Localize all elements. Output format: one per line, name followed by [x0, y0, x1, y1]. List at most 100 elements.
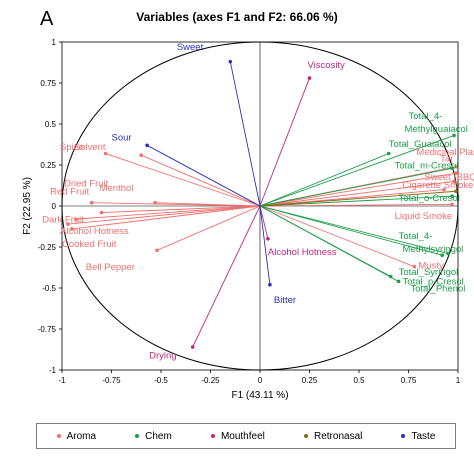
vector-point: [190, 345, 195, 349]
vector-line: [192, 205, 261, 348]
variable-label: Liquid Smoke: [395, 211, 453, 222]
vector-line: [259, 77, 310, 207]
y-axis-label: F2 (22.95 %): [22, 177, 33, 235]
vector-line: [259, 190, 457, 207]
variable-label: Medicinal Plastic: [416, 147, 474, 158]
x-tick-label: -0.5: [154, 376, 168, 385]
y-tick-label: 1: [52, 38, 57, 47]
legend-swatch-taste: [401, 434, 406, 438]
vector-point: [450, 202, 454, 207]
vector-point: [440, 253, 444, 257]
variable-label: Total_4-: [409, 111, 443, 122]
vector-point: [452, 133, 456, 138]
legend-item-retronasal: Retronasal: [304, 431, 362, 442]
vector-point: [442, 187, 446, 192]
legend-label-retronasal: Retronasal: [314, 430, 363, 442]
x-tick-label: 0.75: [401, 376, 417, 385]
legend-label-taste: Taste: [411, 430, 436, 442]
vector-point: [307, 76, 312, 80]
legend-label-aroma: Aroma: [66, 430, 97, 442]
x-tick-label: -0.25: [201, 376, 220, 385]
legend-item-taste: Taste: [401, 431, 435, 442]
y-tick-label: 0.25: [40, 161, 56, 170]
variable-label: Sweet (BBQ): [424, 172, 474, 183]
variable-label: Alcohol Hotness: [60, 226, 129, 237]
vector-point: [454, 164, 458, 169]
legend-swatch-aroma: [56, 434, 61, 438]
variable-label: Sweet: [177, 42, 204, 53]
vector-point: [454, 189, 458, 194]
variable-label: Menthol: [100, 183, 134, 194]
vector-point: [89, 200, 94, 205]
vector-point: [153, 200, 157, 205]
vector-point: [155, 248, 159, 253]
vector-line: [259, 172, 457, 207]
legend-swatch-chem: [135, 434, 140, 438]
vector-line: [75, 205, 261, 220]
vector-line: [259, 153, 389, 207]
vector-line: [259, 180, 455, 207]
variable-label: Dried Fruit: [64, 178, 109, 189]
vector-line: [229, 61, 261, 207]
vector-point: [228, 59, 233, 64]
vector-line: [156, 205, 261, 251]
vector-line: [259, 205, 399, 282]
vector-line: [259, 167, 453, 207]
chart-title: Variables (axes F1 and F2: 66.06 %): [136, 10, 338, 24]
y-tick-label: -1: [49, 366, 57, 375]
variable-label: Total_4-: [399, 231, 433, 242]
variable-label: Sour: [112, 132, 132, 143]
variable-label: Solvent: [74, 142, 106, 153]
vector-point: [386, 151, 391, 156]
x-tick-label: 0: [258, 376, 263, 385]
vector-point: [268, 282, 272, 287]
panel-letter: A: [40, 8, 54, 30]
legend-label-chem: Chem: [145, 430, 172, 442]
variable-label: Drying: [149, 351, 176, 362]
variable-label: Tar: [440, 154, 453, 165]
vector-line: [259, 205, 269, 239]
vector-point: [103, 151, 108, 156]
variable-label: Cigarette Smoke: [403, 180, 474, 191]
legend-item-chem: Chem: [135, 431, 172, 442]
vector-line: [146, 144, 261, 207]
variable-label: Total_p-Cresol: [403, 277, 464, 288]
variable-label: Total_o-Cresol: [399, 193, 460, 204]
x-tick-label: 1: [456, 376, 461, 385]
vector-line: [259, 205, 415, 268]
variable-label: Viscosity: [308, 60, 346, 71]
variable-label: Red Fruit: [50, 187, 89, 198]
vector-line: [71, 205, 261, 230]
y-tick-label: 0.5: [45, 120, 57, 129]
y-tick-label: 0.75: [40, 79, 56, 88]
vector-point: [450, 194, 454, 198]
vector-line: [155, 202, 261, 207]
x-tick-label: 0.25: [302, 376, 318, 385]
variable-label: Cooked Fruit: [62, 239, 117, 250]
variable-label: Bitter: [274, 295, 296, 306]
variable-label: Musty: [418, 260, 444, 271]
vector-point: [454, 171, 458, 175]
y-tick-label: -0.5: [42, 284, 56, 293]
vector-line: [259, 135, 455, 207]
legend-item-aroma: Aroma: [56, 430, 97, 442]
vector-line: [101, 205, 261, 214]
y-tick-label: -0.75: [38, 325, 57, 334]
variable-label: Total_m-Cresol: [395, 160, 459, 171]
vector-line: [259, 195, 453, 207]
vector-point: [145, 143, 149, 148]
vector-point: [70, 227, 74, 231]
variable-label: Alcohol Hotness: [268, 247, 337, 258]
vector-point: [446, 251, 450, 256]
vector-point: [99, 210, 104, 215]
vector-line: [259, 205, 271, 285]
legend-swatch-retronasal: [304, 434, 308, 438]
x-tick-label: -1: [58, 376, 66, 385]
vector-point: [74, 217, 78, 221]
variable-label: Total_Syringol: [399, 267, 459, 278]
vector-point: [450, 166, 454, 171]
vector-line: [259, 203, 453, 207]
legend-label-mouthfeel: Mouthfeel: [220, 430, 265, 442]
x-tick-label: 0.5: [353, 376, 365, 385]
